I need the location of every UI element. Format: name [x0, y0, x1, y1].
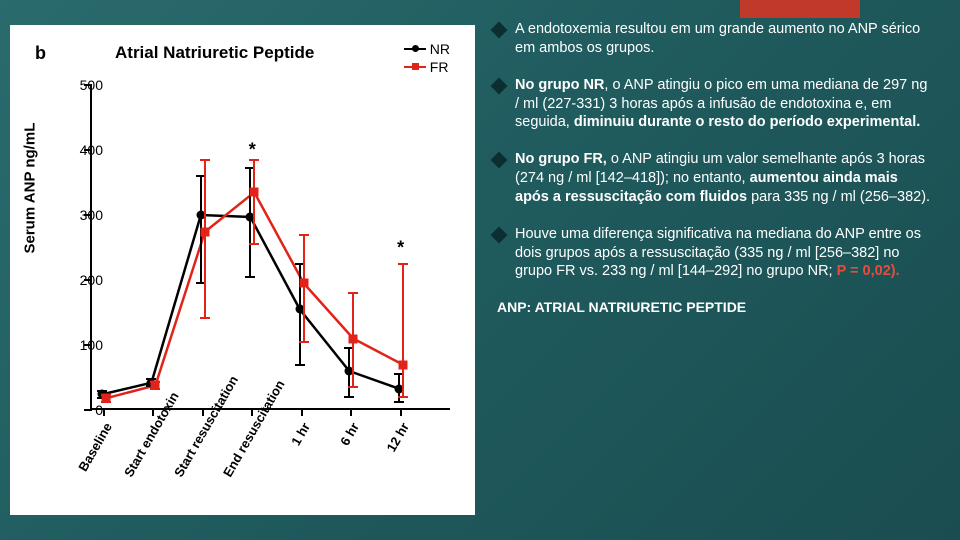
error-cap: [200, 317, 210, 319]
error-cap: [245, 276, 255, 278]
chart-title: Atrial Natriuretic Peptide: [115, 43, 314, 63]
bullet-item: No grupo NR, o ANP atingiu o pico em uma…: [493, 76, 935, 133]
y-tick-label: 400: [80, 142, 103, 158]
data-point: [398, 360, 407, 369]
error-bar: [303, 235, 305, 342]
bullet-item: Houve uma diferença significativa na med…: [493, 225, 935, 282]
diamond-bullet-icon: [491, 152, 508, 169]
data-point: [250, 188, 259, 197]
x-tick-label: 1 hr: [270, 420, 313, 479]
legend-line-icon: [404, 48, 426, 50]
x-tick-label: 12 hr: [369, 420, 412, 479]
error-bar: [249, 168, 251, 277]
y-tick-label: 200: [80, 272, 103, 288]
x-tick-label: Start resuscitation: [171, 420, 214, 479]
error-bar: [204, 160, 206, 317]
diamond-bullet-icon: [491, 77, 508, 94]
x-tick-label: Start endotoxin: [121, 420, 164, 479]
significance-star-icon: *: [249, 140, 256, 161]
diamond-bullet-icon: [491, 22, 508, 39]
error-cap: [295, 364, 305, 366]
y-axis-title: Serum ANP ng/mL: [22, 123, 39, 254]
x-tick: [400, 408, 402, 416]
data-point: [349, 334, 358, 343]
text-panel: A endotoxemia resultou em um grande aume…: [475, 0, 960, 540]
data-point: [151, 381, 160, 390]
error-cap: [299, 341, 309, 343]
legend-marker-icon: [412, 63, 419, 70]
error-cap: [394, 401, 404, 403]
legend-row: NR: [404, 41, 450, 57]
legend-marker-icon: [412, 45, 419, 52]
y-tick-label: 300: [80, 207, 103, 223]
error-cap: [299, 234, 309, 236]
bullet-text: Houve uma diferença significativa na med…: [515, 225, 935, 282]
bullet-text: No grupo FR, o ANP atingiu um valor seme…: [515, 150, 935, 207]
data-point: [299, 279, 308, 288]
y-tick-label: 500: [80, 77, 103, 93]
error-cap: [348, 386, 358, 388]
x-tick: [301, 408, 303, 416]
legend-row: FR: [404, 59, 450, 75]
y-tick-label: 100: [80, 337, 103, 353]
data-point: [200, 227, 209, 236]
x-tick: [350, 408, 352, 416]
bullet-item: No grupo FR, o ANP atingiu um valor seme…: [493, 150, 935, 207]
bullet-list: A endotoxemia resultou em um grande aume…: [493, 20, 935, 281]
footnote: ANP: ATRIAL NATRIURETIC PEPTIDE: [497, 299, 935, 315]
diamond-bullet-icon: [491, 226, 508, 243]
legend-label: NR: [430, 41, 450, 57]
error-bar: [253, 160, 255, 244]
error-cap: [344, 396, 354, 398]
chart-legend: NR FR: [404, 41, 450, 77]
x-tick-label: End resuscitation: [220, 420, 263, 479]
legend-line-icon: [404, 66, 426, 68]
bullet-text: No grupo NR, o ANP atingiu o pico em uma…: [515, 76, 935, 133]
y-tick: [84, 409, 92, 411]
bullet-item: A endotoxemia resultou em um grande aume…: [493, 20, 935, 58]
error-bar: [402, 264, 404, 397]
error-cap: [398, 396, 408, 398]
y-tick-label: 0: [95, 402, 103, 418]
error-cap: [200, 159, 210, 161]
x-tick: [103, 408, 105, 416]
error-cap: [249, 243, 259, 245]
plot-area: **: [90, 85, 450, 410]
x-tick-label: 6 hr: [319, 420, 362, 479]
error-cap: [398, 263, 408, 265]
x-tick-label: Baseline: [72, 420, 115, 479]
panel-label: b: [35, 43, 46, 64]
bullet-text: A endotoxemia resultou em um grande aume…: [515, 20, 935, 58]
legend-label: FR: [430, 59, 449, 75]
chart-panel: b Atrial Natriuretic Peptide NR FR Serum …: [10, 25, 475, 515]
significance-star-icon: *: [397, 237, 404, 258]
error-cap: [348, 292, 358, 294]
accent-bar: [740, 0, 860, 18]
